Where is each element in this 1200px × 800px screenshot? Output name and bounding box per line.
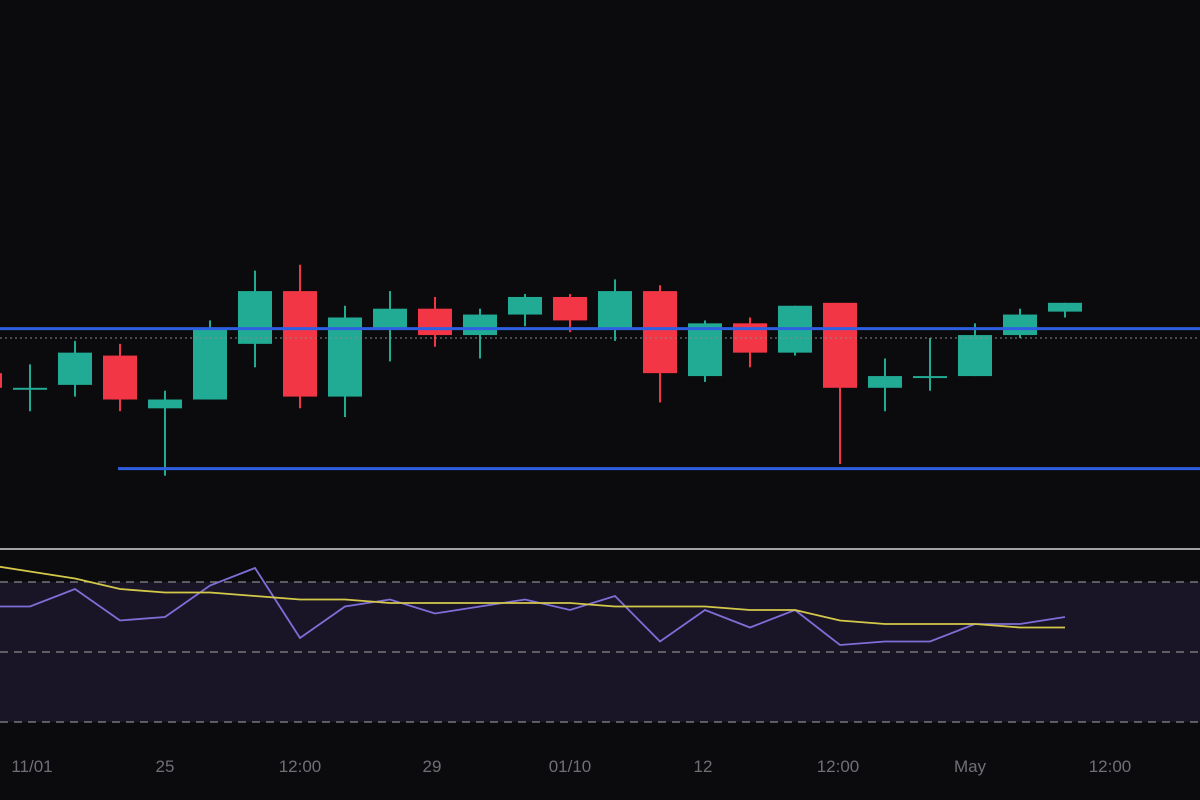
- candle: [1048, 302, 1082, 318]
- candle-body: [328, 317, 362, 397]
- candle-body: [0, 373, 2, 388]
- candle-body: [1003, 314, 1037, 336]
- x-tick-label: 11/01: [11, 757, 52, 776]
- candle-body: [643, 291, 677, 374]
- candle-body: [463, 314, 497, 336]
- candle: [463, 308, 497, 359]
- candle: [418, 296, 452, 347]
- candle: [508, 294, 542, 327]
- candle-body: [508, 296, 542, 315]
- candle: [148, 390, 182, 476]
- candle: [103, 343, 137, 412]
- candle-body: [598, 291, 632, 330]
- candle: [58, 340, 92, 397]
- candle-body: [193, 329, 227, 400]
- candle-body: [553, 296, 587, 321]
- candle-body: [373, 308, 407, 330]
- x-tick-label: 29: [423, 757, 442, 776]
- x-tick-label: 01/10: [549, 757, 592, 776]
- candle: [553, 294, 587, 333]
- candle: [688, 320, 722, 382]
- x-axis-ticks: 11/01 25 12:00 29 01/10 12 12:00 May 12:00: [11, 757, 1131, 776]
- candle: [598, 279, 632, 341]
- rsi-panel: [0, 548, 1200, 723]
- candle-body: [238, 291, 272, 344]
- candle: [13, 364, 47, 412]
- candle: [373, 291, 407, 362]
- candle-body: [868, 376, 902, 388]
- candle: [328, 305, 362, 418]
- candle-body: [688, 323, 722, 377]
- chart-overlays: [0, 327, 1200, 471]
- candle: [238, 270, 272, 368]
- candle: [778, 305, 812, 356]
- candle-body: [823, 302, 857, 388]
- x-tick-label: 12:00: [279, 757, 322, 776]
- candle: [283, 264, 317, 409]
- candle-body: [913, 376, 947, 379]
- x-tick-label: 12:00: [1089, 757, 1132, 776]
- candle: [823, 302, 857, 464]
- x-tick-label: 25: [156, 757, 175, 776]
- candle: [1003, 308, 1037, 338]
- rsi-ma-line: [0, 565, 1065, 629]
- candle-body: [148, 399, 182, 409]
- candle-body: [283, 291, 317, 397]
- x-tick-label: 12:00: [817, 757, 860, 776]
- candle: [193, 320, 227, 400]
- candle: [913, 337, 947, 391]
- candle: [0, 373, 2, 388]
- candle: [868, 358, 902, 412]
- rsi-lines: [0, 565, 1066, 646]
- candle: [643, 285, 677, 403]
- candle-body: [958, 335, 992, 377]
- candle-body: [103, 355, 137, 400]
- candle-body: [13, 387, 47, 390]
- x-tick-label: May: [954, 757, 987, 776]
- candle-body: [418, 308, 452, 336]
- candle: [733, 317, 767, 368]
- rsi-band: [0, 582, 1200, 722]
- rsi-line: [0, 566, 1066, 646]
- candle: [958, 323, 992, 377]
- candle-body: [1048, 302, 1082, 312]
- x-tick-label: 12: [694, 757, 713, 776]
- price-panel: [0, 264, 1082, 476]
- candle-body: [58, 352, 92, 385]
